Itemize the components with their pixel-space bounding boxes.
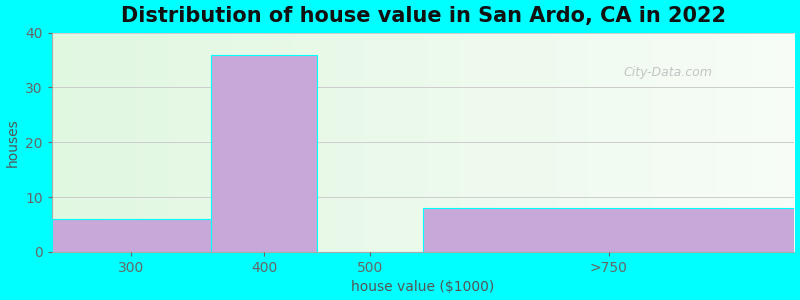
Y-axis label: houses: houses xyxy=(6,118,19,166)
X-axis label: house value ($1000): house value ($1000) xyxy=(351,280,494,294)
Bar xyxy=(423,208,794,252)
Text: City-Data.com: City-Data.com xyxy=(624,66,713,79)
Bar xyxy=(211,55,317,252)
Bar xyxy=(52,219,211,252)
Title: Distribution of house value in San Ardo, CA in 2022: Distribution of house value in San Ardo,… xyxy=(121,6,726,26)
